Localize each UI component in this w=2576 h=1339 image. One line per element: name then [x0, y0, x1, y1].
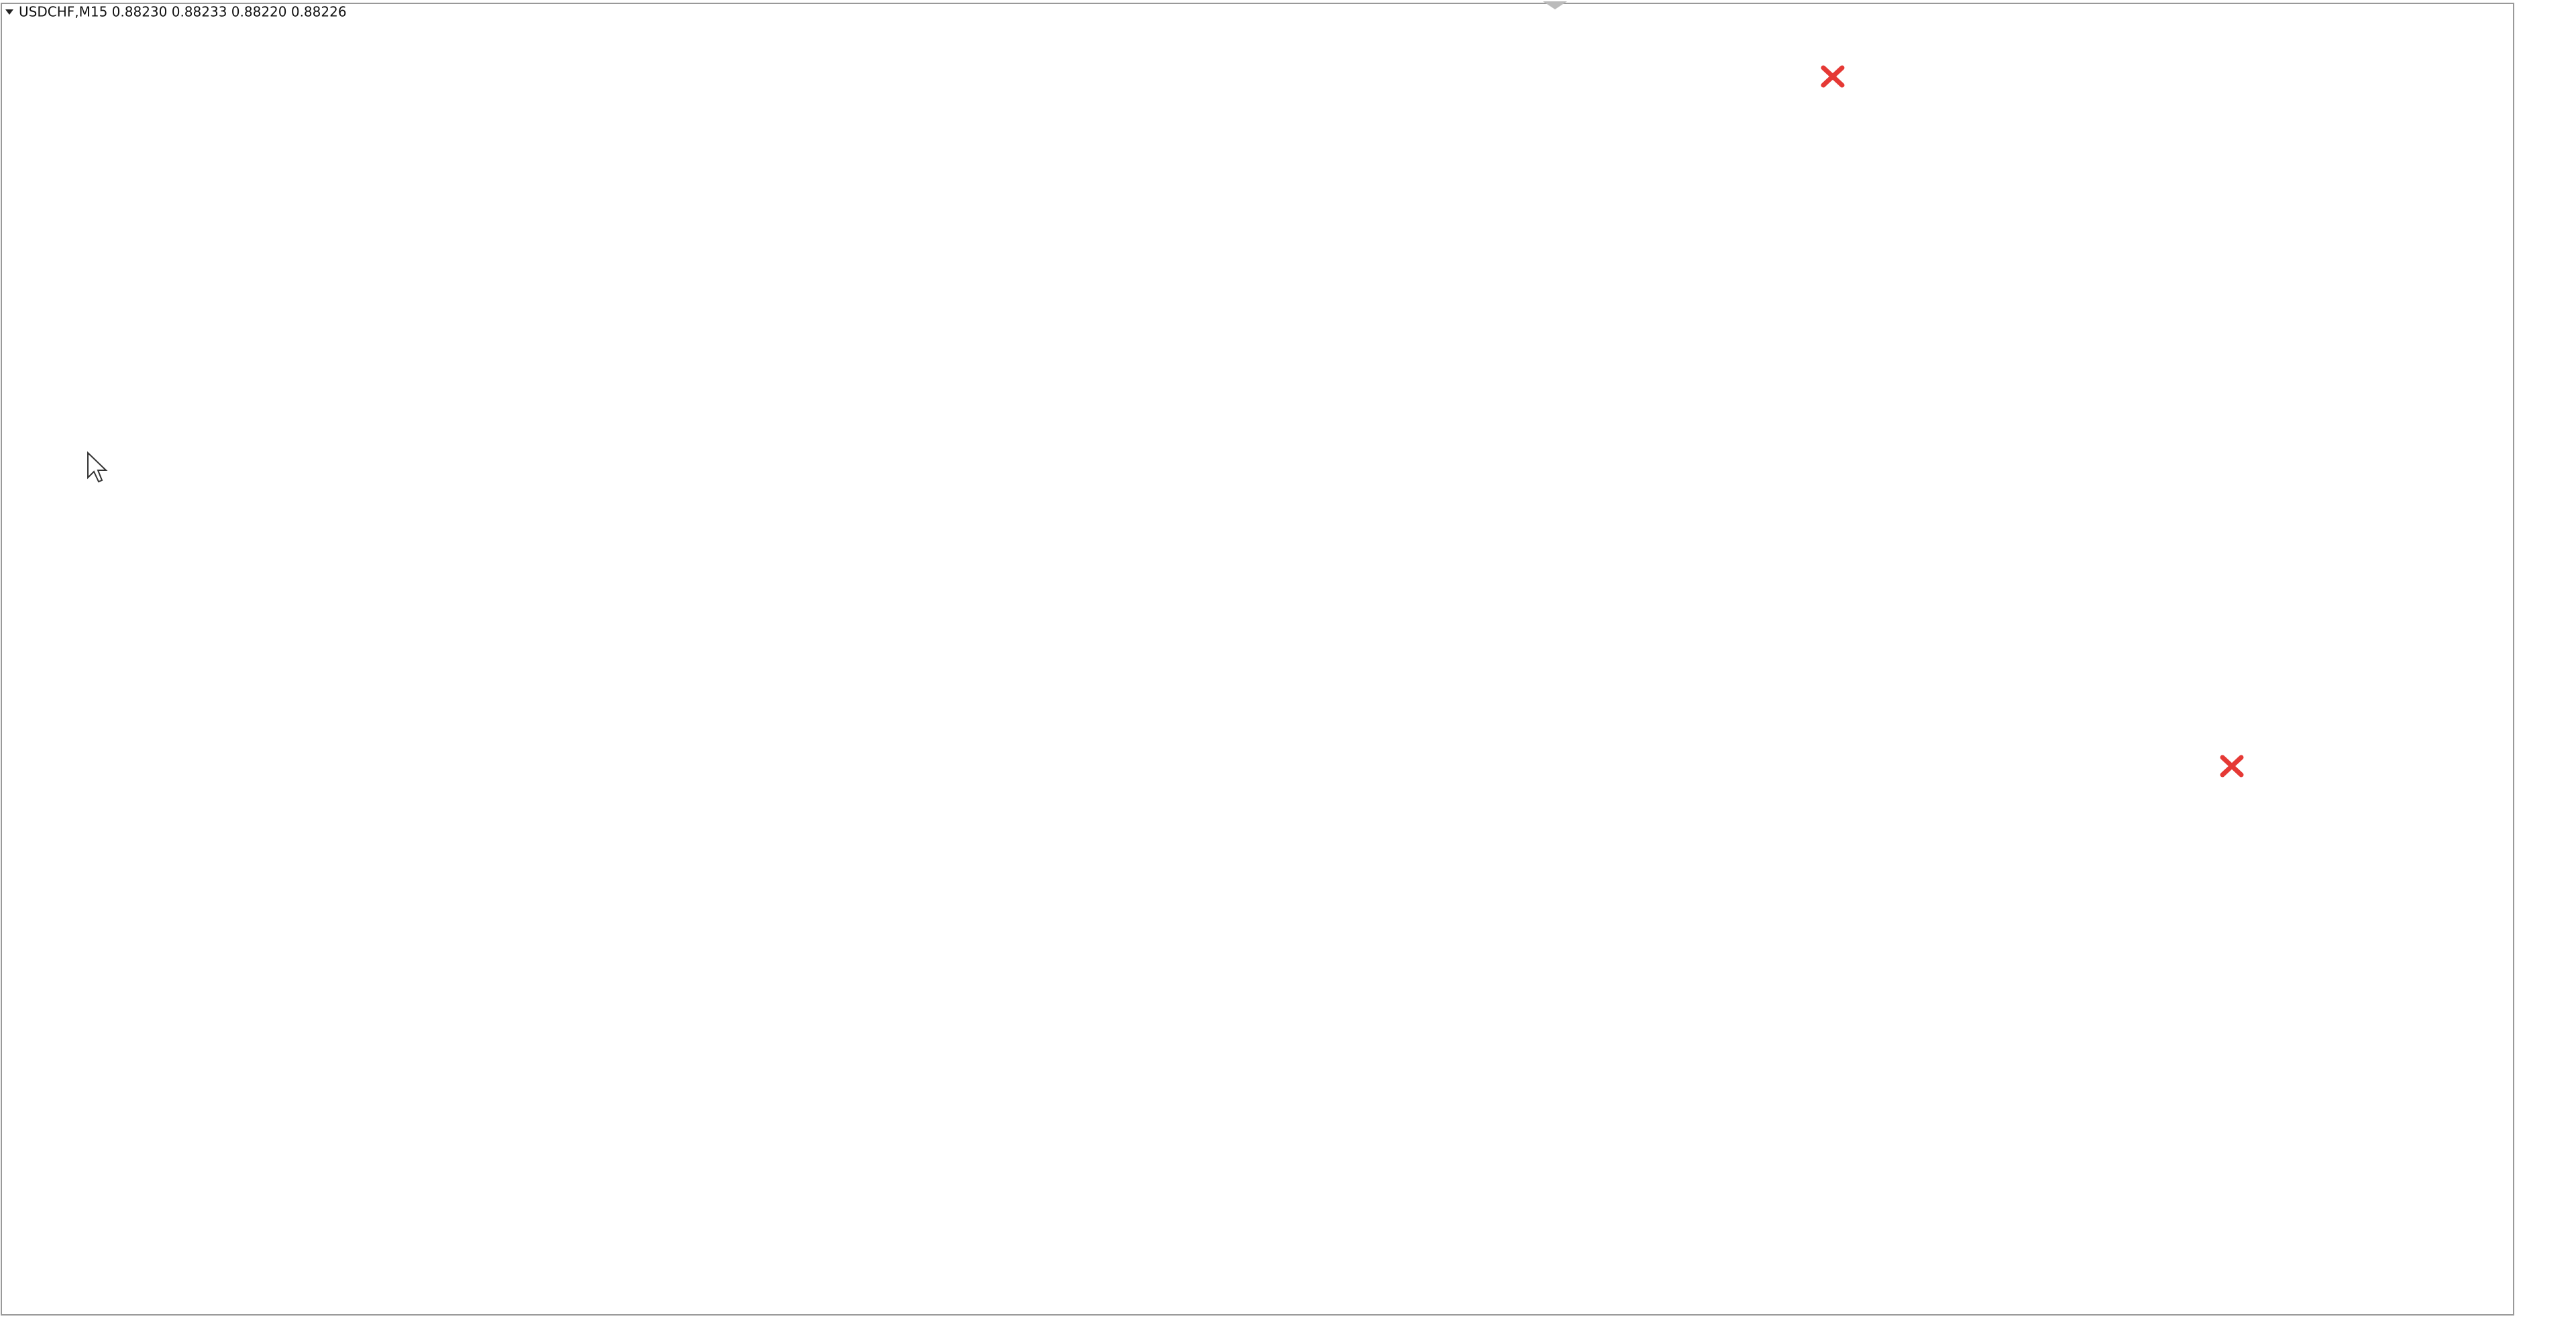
- shift-marker: [1543, 1, 1567, 9]
- plot-frame: [1, 3, 2514, 1316]
- mouse-cursor: [87, 451, 108, 483]
- menu-arrow: [5, 9, 13, 15]
- chart-title: USDCHF,M15 0.88230 0.88233 0.88220 0.882…: [19, 4, 347, 20]
- close-marker: [1821, 65, 1845, 88]
- close-marker: [2220, 755, 2244, 778]
